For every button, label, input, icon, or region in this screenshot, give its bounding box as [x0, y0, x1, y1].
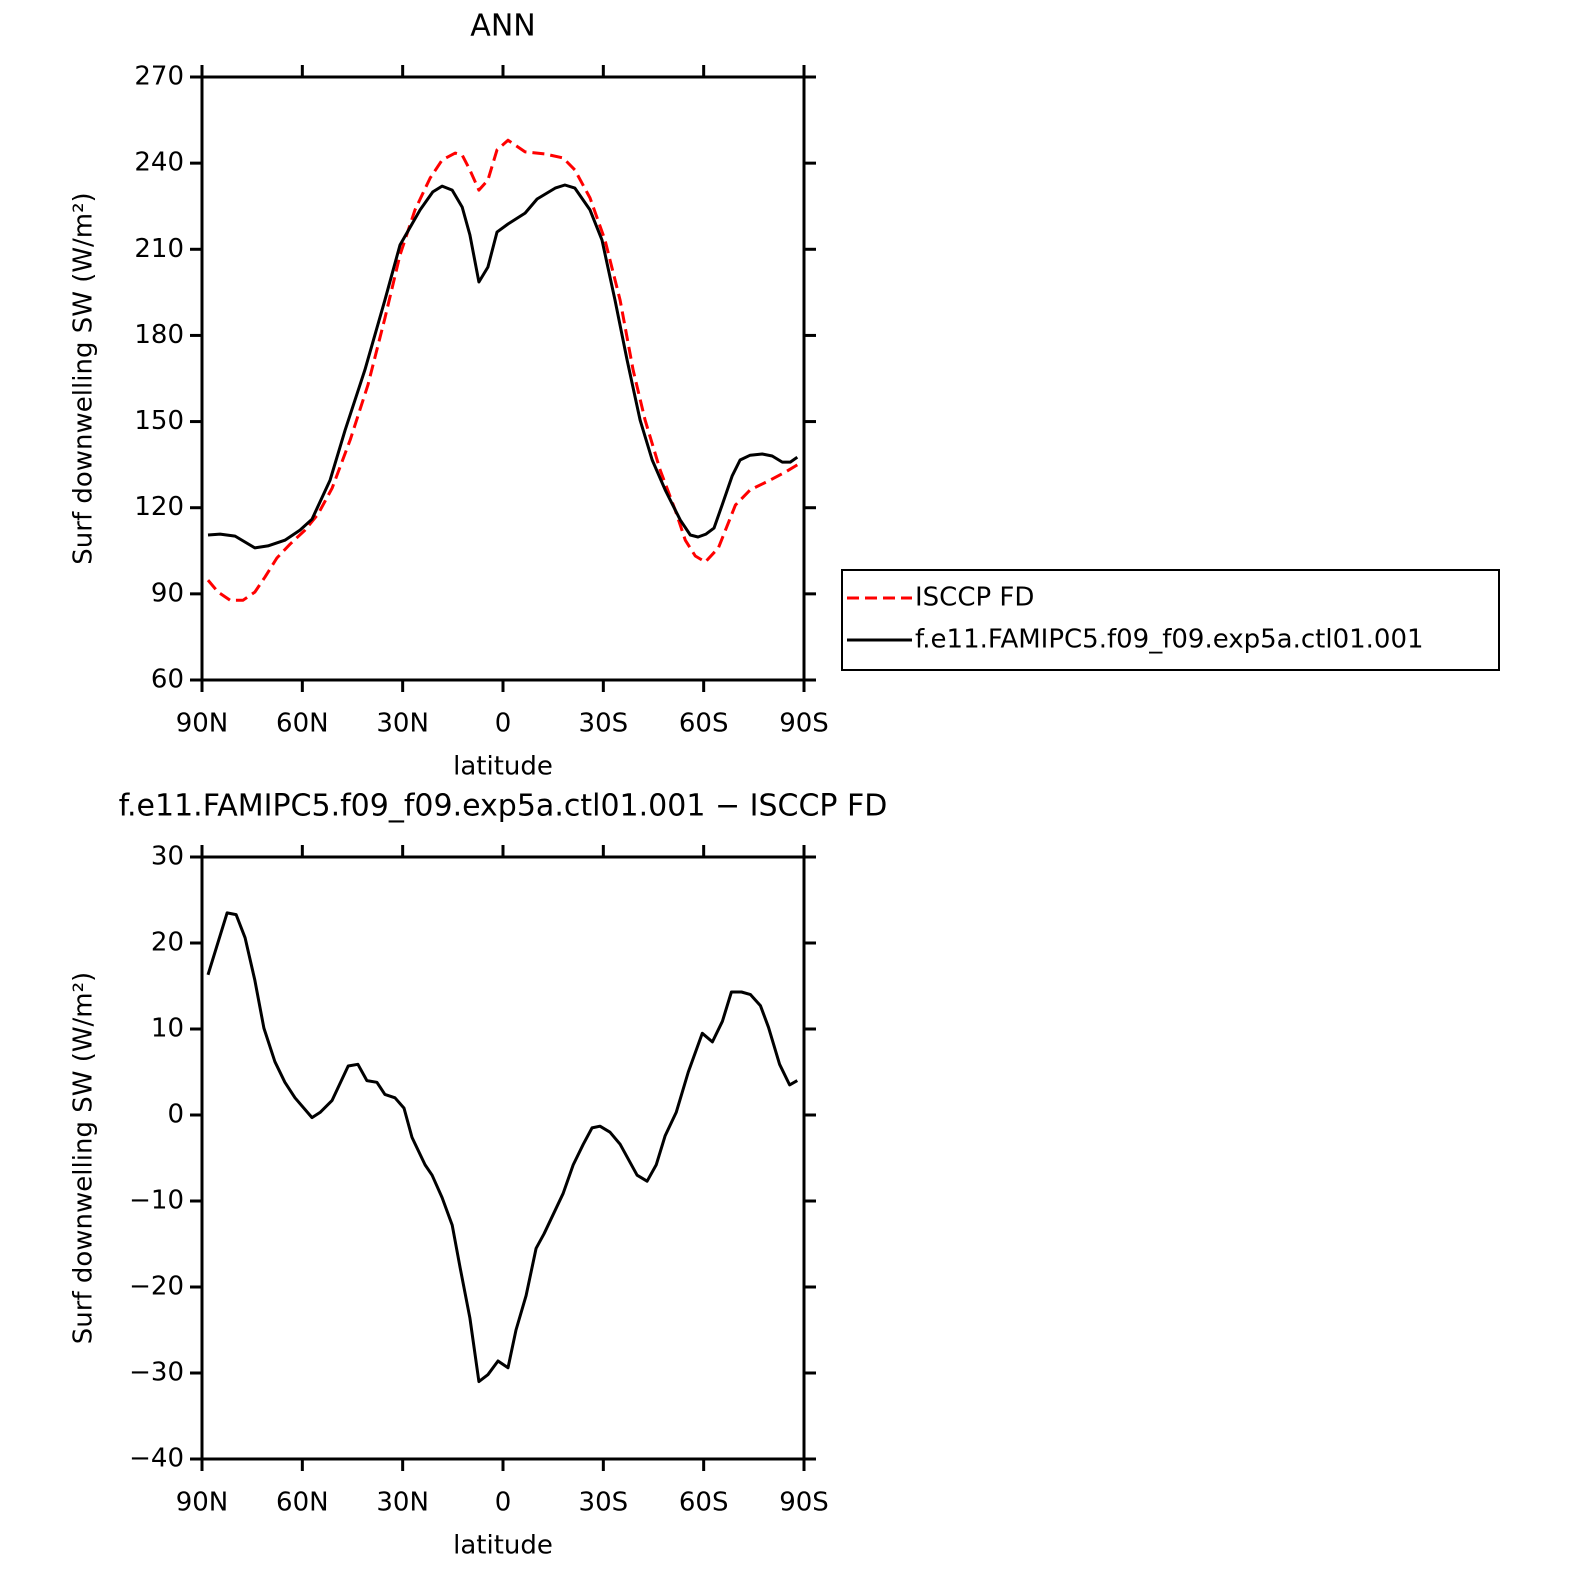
plot-frame — [200, 75, 806, 682]
x-tick-label: 30S — [579, 1488, 629, 1518]
y-tick-label: 10 — [151, 1014, 184, 1044]
x-tick-label: 60S — [679, 1488, 729, 1518]
y-tick-label: 240 — [134, 148, 184, 178]
chart-title: ANN — [470, 9, 535, 44]
x-tick-label: 90N — [176, 1488, 229, 1518]
chart-title: f.e11.FAMIPC5.f09_f09.exp5a.ctl01.001 − … — [119, 789, 888, 824]
y-axis-label: Surf downwelling SW (W/m²) — [69, 972, 99, 1344]
x-tick-label: 90S — [779, 1488, 829, 1518]
x-tick-label: 90S — [779, 709, 829, 739]
y-tick-label: 60 — [151, 665, 184, 695]
x-tick-label: 30S — [579, 709, 629, 739]
x-tick-label: 0 — [495, 1488, 512, 1518]
y-tick-label: 150 — [134, 406, 184, 436]
plot-frame — [200, 855, 806, 1461]
x-tick-label: 90N — [176, 709, 229, 739]
y-tick-label: 180 — [134, 320, 184, 350]
x-tick-label: 30N — [376, 1488, 429, 1518]
y-tick-label: 120 — [134, 492, 184, 522]
legend-box — [841, 569, 1500, 671]
x-tick-label: 0 — [495, 709, 512, 739]
y-tick-label: 20 — [151, 928, 184, 958]
x-axis-label: latitude — [453, 1531, 553, 1561]
y-tick-label: 210 — [134, 234, 184, 264]
y-tick-label: 30 — [151, 842, 184, 872]
y-tick-label: −30 — [129, 1358, 184, 1388]
y-tick-label: 90 — [151, 578, 184, 608]
x-tick-label: 60N — [276, 709, 329, 739]
data-line — [207, 183, 799, 550]
data-line — [206, 911, 799, 1384]
y-tick-label: 0 — [167, 1100, 184, 1130]
y-tick-label: −10 — [129, 1186, 184, 1216]
y-tick-label: −20 — [129, 1272, 184, 1302]
x-tick-label: 60N — [276, 1488, 329, 1518]
legend-label: ISCCP FD — [915, 583, 1034, 613]
x-axis-label: latitude — [453, 752, 553, 782]
x-tick-label: 30N — [376, 709, 429, 739]
y-tick-label: −40 — [129, 1444, 184, 1474]
y-axis-label: Surf downwelling SW (W/m²) — [69, 192, 99, 564]
x-tick-label: 60S — [679, 709, 729, 739]
legend-label: f.e11.FAMIPC5.f09_f09.exp5a.ctl01.001 — [915, 625, 1424, 655]
y-tick-label: 270 — [134, 62, 184, 92]
